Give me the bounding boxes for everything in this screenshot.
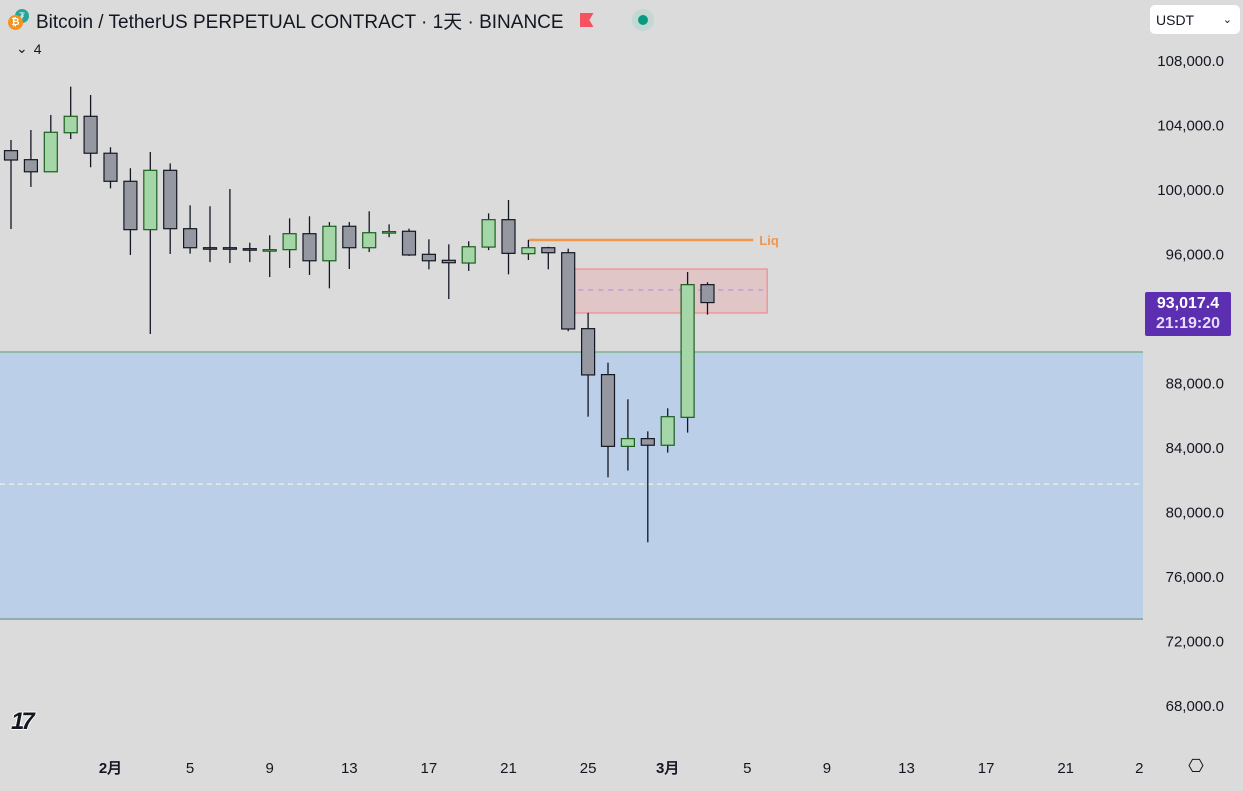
y-tick-label: 88,000.0 [1166, 375, 1224, 392]
candle-body [23, 159, 38, 173]
candle-body [222, 247, 237, 250]
candle-body [561, 252, 576, 330]
liq-label: Liq [759, 233, 779, 248]
market-status-icon[interactable] [631, 9, 654, 31]
candle-body [322, 225, 337, 262]
candle-body [620, 438, 636, 447]
candle-body [43, 131, 58, 173]
candle-body [481, 219, 496, 248]
y-tick-label: 72,000.0 [1166, 633, 1224, 650]
candle-body [501, 219, 516, 254]
x-tick-label: 21 [500, 760, 517, 777]
bitcoin-tether-icon: ₮ ₿ [8, 9, 30, 31]
currency-value: USDT [1156, 11, 1195, 28]
candle-body [680, 284, 695, 418]
candle-body [282, 233, 297, 251]
chevron-down-icon: ⌄ [1222, 14, 1232, 26]
y-tick-label: 108,000.0 [1157, 53, 1224, 70]
x-tick-label: 2月 [99, 760, 122, 777]
candle-body [262, 249, 277, 252]
x-tick-label: 13 [341, 760, 358, 777]
demand-zone [0, 352, 1143, 620]
x-tick-label: 9 [823, 760, 831, 777]
x-tick-label: 2 [1135, 760, 1143, 777]
x-tick-label: 17 [421, 760, 438, 777]
candle-body [342, 225, 357, 249]
current-price-tag: 93,017.4 21:19:20 [1145, 292, 1231, 336]
x-tick-label: 17 [978, 760, 995, 777]
x-tick-label: 25 [580, 760, 597, 777]
candle-body [302, 233, 317, 262]
indicator-count: 4 [33, 40, 42, 57]
candle-body [163, 169, 178, 230]
y-tick-label: 76,000.0 [1166, 569, 1224, 586]
y-tick-label: 104,000.0 [1157, 117, 1224, 134]
current-price: 93,017.4 [1156, 295, 1220, 312]
candle-body [441, 259, 456, 264]
candle-body [63, 115, 78, 134]
y-tick-label: 68,000.0 [1166, 698, 1224, 715]
chevron-down-icon: ⌄ [16, 40, 28, 56]
bar-countdown: 21:19:20 [1155, 315, 1221, 332]
candle-body [3, 150, 19, 161]
x-tick-label: 5 [743, 760, 751, 777]
candle-body [362, 232, 377, 249]
x-tick-label: 9 [266, 760, 274, 777]
tradingview-logo[interactable]: 17 [11, 708, 35, 735]
candle-body [242, 248, 257, 251]
candle-body [143, 169, 158, 231]
candle-body [640, 438, 655, 446]
symbol-title: Bitcoin / TetherUS PERPETUAL CONTRACT · … [36, 11, 564, 33]
settings-icon[interactable]: ⎔ [1188, 756, 1204, 776]
candle-body [700, 284, 715, 304]
y-tick-label: 84,000.0 [1166, 440, 1224, 457]
y-tick-label: 100,000.0 [1157, 182, 1224, 199]
x-tick-label: 5 [186, 760, 194, 777]
candle-body [541, 247, 556, 254]
candle-body [83, 115, 98, 154]
candle-body [421, 253, 436, 262]
candle-body [580, 328, 596, 376]
candle-body [103, 152, 118, 182]
indicator-toggle[interactable]: ⌄ 4 [16, 40, 42, 57]
supply-box [567, 268, 768, 314]
candle-body [660, 416, 675, 446]
candle-body [123, 180, 138, 231]
x-tick-label: 13 [898, 760, 915, 777]
candle-body [461, 246, 476, 264]
candle-body [183, 228, 198, 249]
symbol-header[interactable]: ₮ ₿ Bitcoin / TetherUS PERPETUAL CONTRACT… [8, 6, 654, 34]
y-tick-label: 80,000.0 [1166, 504, 1224, 521]
flag-icon[interactable] [579, 13, 594, 27]
candle-body [202, 247, 218, 250]
x-tick-label: 3月 [656, 760, 679, 777]
candle-body [382, 230, 397, 234]
candle-body [600, 374, 616, 447]
y-tick-label: 96,000.0 [1166, 246, 1224, 263]
candle-body [401, 230, 417, 256]
candle-body [521, 247, 536, 255]
x-tick-label: 21 [1057, 760, 1074, 777]
currency-select[interactable]: USDT ⌄ [1150, 5, 1240, 34]
